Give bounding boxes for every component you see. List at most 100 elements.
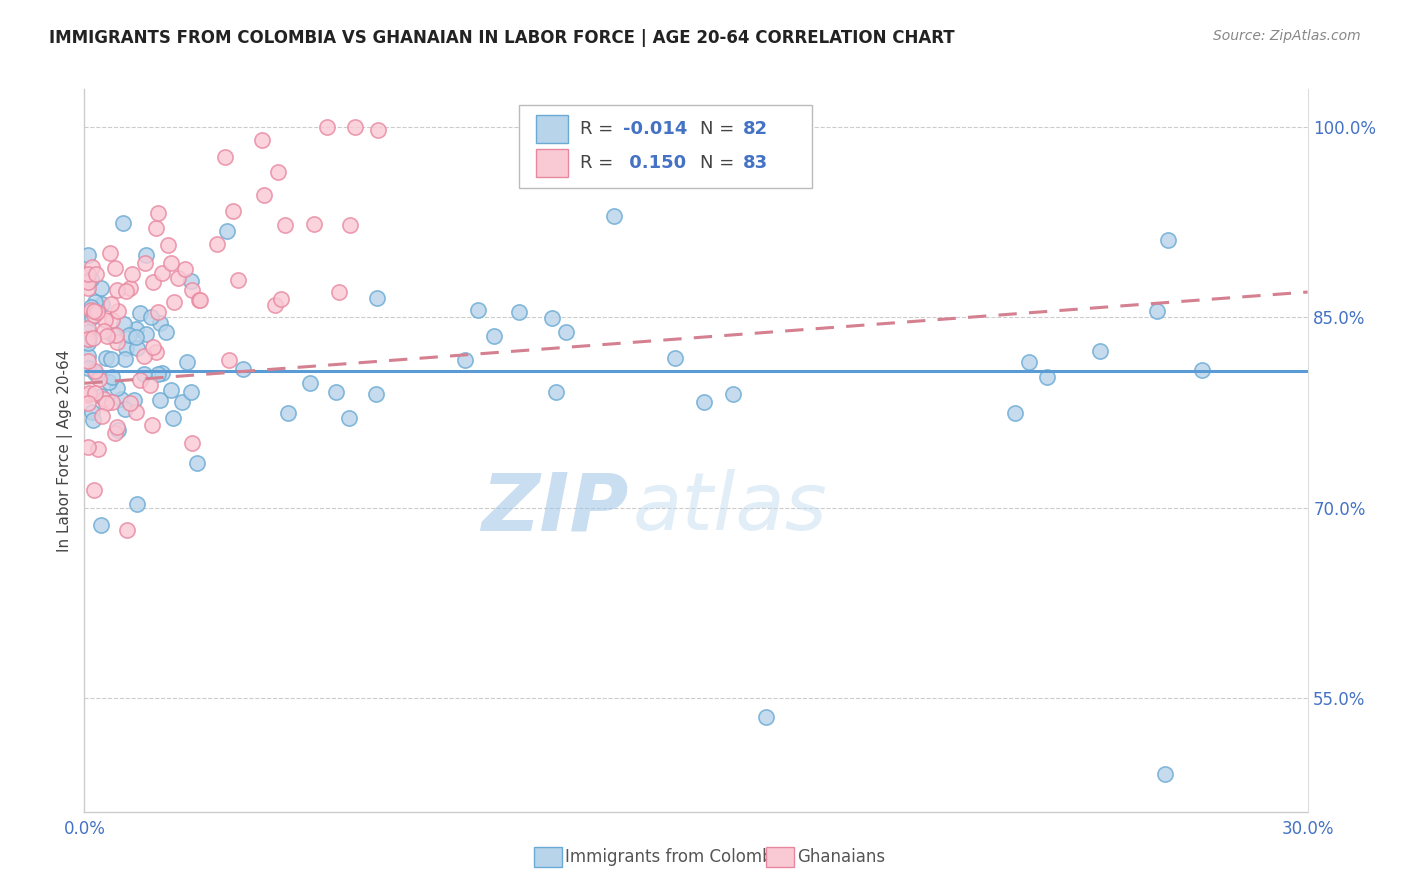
Point (83, 304, 105, 318)
Point (111, 216, 134, 230)
Point (139, 310, 162, 324)
Point (174, 262, 197, 277)
Point (316, 120, 339, 135)
Point (93, 324, 115, 338)
Point (77, 349, 100, 363)
Point (110, 392, 132, 407)
Bar (536, 115, 568, 143)
Point (80, 272, 103, 286)
Point (141, 418, 163, 433)
Point (226, 272, 249, 286)
Point (84, 385, 107, 400)
Point (157, 238, 180, 252)
Point (187, 293, 209, 307)
Point (125, 497, 148, 511)
Point (337, 410, 360, 425)
Point (134, 256, 156, 270)
Point (1156, 233, 1178, 247)
Point (186, 456, 208, 470)
Text: atlas: atlas (633, 469, 827, 548)
Point (142, 339, 165, 353)
Point (160, 256, 183, 270)
Point (304, 217, 326, 231)
Point (87, 372, 110, 386)
Point (114, 401, 136, 416)
Point (339, 219, 361, 233)
Point (222, 204, 245, 219)
Point (94, 313, 117, 327)
Point (755, 709, 778, 723)
Point (125, 341, 148, 355)
Point (467, 303, 489, 318)
Point (190, 293, 212, 307)
Text: 82: 82 (742, 120, 768, 138)
Text: R =: R = (579, 120, 619, 138)
Point (115, 523, 138, 537)
Text: ZIP: ZIP (481, 469, 628, 548)
Point (366, 292, 388, 306)
Point (134, 349, 156, 363)
Point (101, 394, 124, 409)
Point (252, 133, 274, 147)
Point (115, 341, 138, 355)
Point (125, 322, 148, 336)
Point (104, 261, 127, 276)
Point (121, 267, 143, 281)
Point (100, 313, 122, 327)
Point (181, 435, 204, 450)
Point (87, 442, 110, 456)
Text: Ghanaians: Ghanaians (797, 848, 886, 866)
Point (79, 300, 101, 314)
Point (94, 396, 117, 410)
Point (101, 327, 124, 342)
Point (149, 316, 172, 330)
Point (86, 305, 108, 319)
Point (155, 326, 177, 340)
Point (253, 187, 276, 202)
Point (145, 220, 167, 235)
Text: IMMIGRANTS FROM COLOMBIA VS GHANAIAN IN LABOR FORCE | AGE 20-64 CORRELATION CHAR: IMMIGRANTS FROM COLOMBIA VS GHANAIAN IN … (49, 29, 955, 46)
Text: -0.014: -0.014 (623, 120, 688, 138)
Point (163, 294, 186, 309)
Point (84, 267, 107, 281)
Point (160, 383, 183, 397)
Point (215, 224, 238, 238)
Point (77, 386, 100, 401)
Point (128, 306, 150, 320)
Point (96, 328, 118, 343)
Point (124, 330, 146, 344)
Point (77, 329, 100, 343)
Point (150, 266, 173, 280)
Point (90, 296, 112, 310)
Point (135, 326, 157, 341)
Point (100, 351, 122, 366)
Point (367, 122, 389, 136)
Point (232, 362, 254, 376)
Point (120, 396, 142, 410)
Text: N =: N = (700, 154, 740, 172)
Point (90, 389, 112, 403)
Point (105, 381, 128, 395)
Point (139, 377, 162, 392)
Point (105, 328, 128, 343)
Point (721, 387, 744, 401)
Point (277, 406, 299, 420)
Point (132, 367, 155, 381)
Point (142, 275, 165, 289)
Text: Source: ZipAtlas.com: Source: ZipAtlas.com (1213, 29, 1361, 43)
Point (152, 366, 174, 380)
Point (77, 267, 100, 281)
Point (82, 413, 104, 427)
Point (77, 281, 100, 295)
Point (1018, 354, 1040, 368)
Point (82, 310, 104, 324)
Point (112, 318, 135, 332)
Point (149, 392, 172, 407)
Point (77, 360, 100, 375)
Point (105, 283, 128, 297)
Point (98, 246, 121, 260)
Point (77, 276, 100, 290)
Point (90, 518, 112, 533)
Point (1191, 363, 1213, 377)
Point (94, 351, 117, 365)
